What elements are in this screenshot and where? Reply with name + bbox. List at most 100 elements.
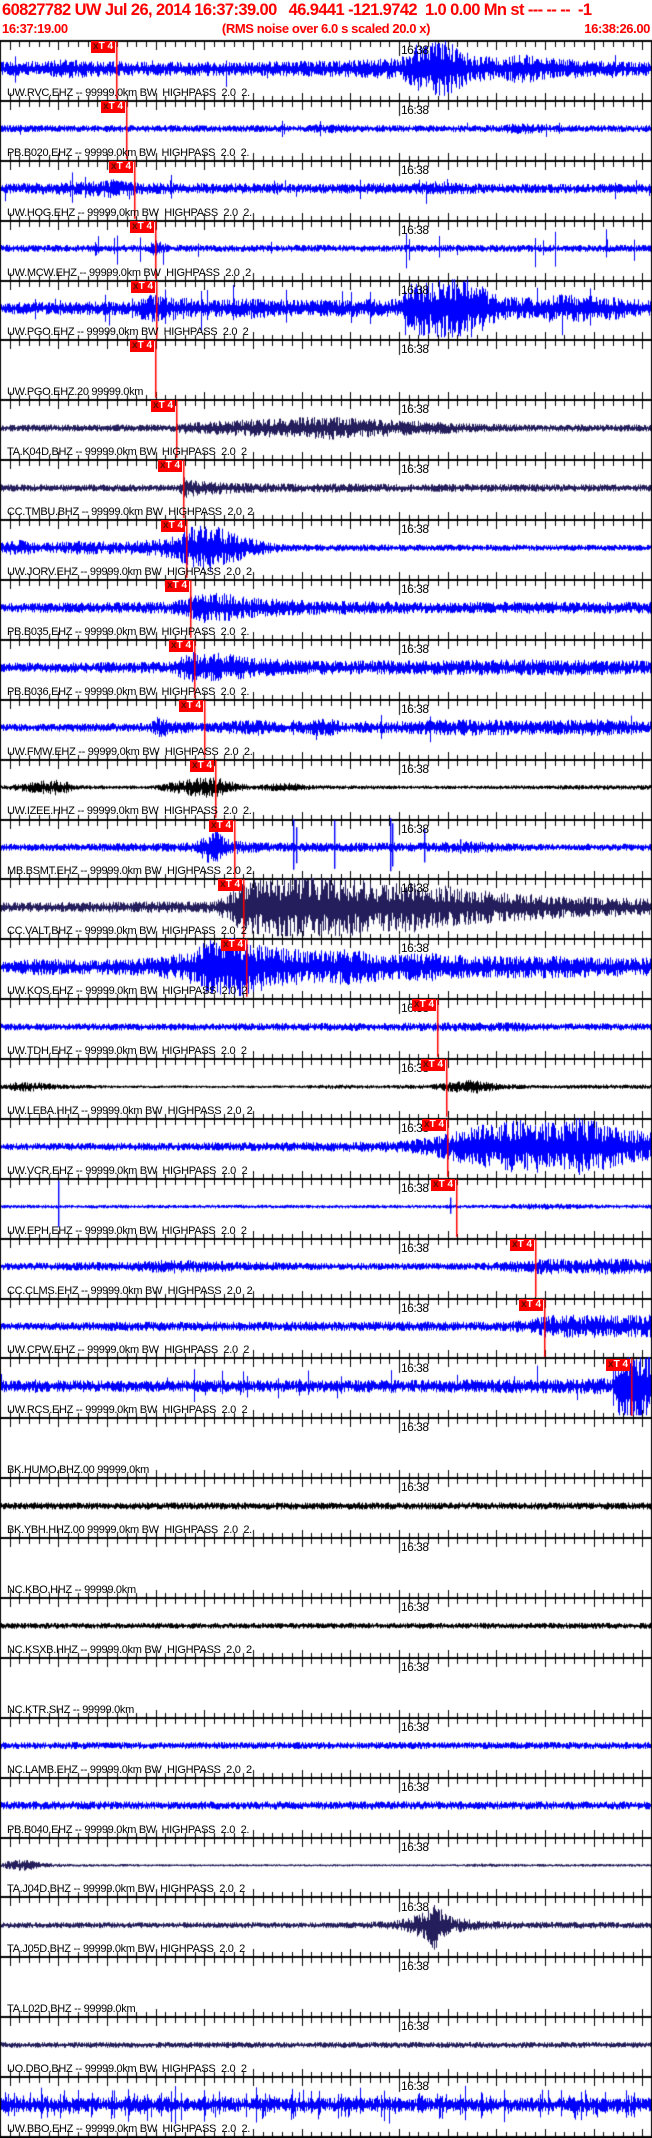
trace-row[interactable]: 16:38 UW.EPH.EHZ -- 99999.0km BW HIGHPASS… — [0, 1178, 652, 1238]
trace-row[interactable]: 16:38 NC.KBO.HHZ -- 99999.0km — [0, 1537, 652, 1597]
trace-row[interactable]: 16:38 CC.CLMS.EHZ -- 99999.0km BW HIGHPAS… — [0, 1238, 652, 1298]
station-label: BK.YBH.HHZ.00 99999.0km BW HIGHPASS 2.0 … — [7, 1524, 252, 1537]
station-label: PB.B035.EHZ -- 99999.0km BW HIGHPASS 2.0… — [7, 625, 250, 638]
trace-row[interactable]: 16:38 UW.VCR.EHZ -- 99999.0km BW HIGHPASS… — [0, 1118, 652, 1178]
trace-row[interactable]: 16:38 CC.TMBU.BHZ -- 99999.0km BW HIGHPAS… — [0, 459, 652, 519]
station-label: UW.IZEE.HHZ -- 99999.0km BW HIGHPASS 2.0… — [7, 805, 252, 818]
trace-row[interactable]: 16:38 BK.YBH.HHZ.00 99999.0km BW HIGHPASS… — [0, 1477, 652, 1537]
pick-flag-prefix: x — [167, 580, 173, 591]
station-label: UW.BBO.EHZ -- 99999.0km BW HIGHPASS 2.0 … — [7, 2122, 251, 2135]
event-summary-header: 60827782 UW Jul 26, 2014 16:37:39.00 46.… — [2, 1, 592, 19]
pick-flag[interactable]: xT 4 — [109, 160, 134, 173]
pick-flag[interactable]: xT 4 — [158, 460, 183, 473]
trace-row[interactable]: 16:38 UW.IZEE.HHZ -- 99999.0km BW HIGHPAS… — [0, 759, 652, 819]
trace-row[interactable]: 16:38 TA.L02D.BHZ -- 99999.0km — [0, 1956, 652, 2016]
pick-flag[interactable]: xT 4 — [101, 100, 126, 113]
trace-row[interactable]: 16:38 NC.KTR.SHZ -- 99999.0km — [0, 1657, 652, 1717]
trace-row[interactable]: 16:38 NC.LAMB.EHZ -- 99999.0km BW HIGHPAS… — [0, 1717, 652, 1777]
pick-flag[interactable]: xT 4 — [151, 400, 176, 413]
pick-flag[interactable]: xT 4 — [179, 699, 204, 712]
pick-flag-label: T 4 — [116, 160, 132, 172]
pick-flag[interactable]: xT 4 — [422, 1118, 447, 1131]
pick-flag[interactable]: xT 4 — [190, 759, 215, 772]
minute-label: 16:38 — [401, 2079, 429, 2094]
pick-flag[interactable]: xT 4 — [91, 41, 116, 53]
pick-flag-prefix: x — [133, 280, 139, 292]
pick-flag-prefix: x — [211, 819, 217, 831]
pick-flag[interactable]: xT 4 — [218, 879, 243, 892]
pick-flag-prefix: x — [521, 1298, 527, 1310]
pick-flag-label: T 4 — [137, 340, 153, 352]
trace-row[interactable]: 16:38 TA.J05D.BHZ -- 99999.0km BW HIGHPAS… — [0, 1897, 652, 1957]
station-label: UW.TDH.EHZ -- 99999.0km BW HIGHPASS 2.0 … — [7, 1045, 247, 1058]
station-label: PB.B020.EHZ -- 99999.0km BW HIGHPASS 2.0… — [7, 146, 250, 159]
pick-flag-prefix: x — [512, 1238, 518, 1250]
pick-flag-prefix: x — [181, 699, 187, 711]
trace-row[interactable]: 16:38 UW.PGO.EHZ.20 99999.0km xT 4 — [0, 339, 652, 399]
pick-flag[interactable]: xT 4 — [510, 1238, 535, 1251]
pick-flag-prefix: x — [93, 41, 99, 52]
pick-flag[interactable]: xT 4 — [161, 520, 186, 533]
pick-flag-label: T 4 — [419, 999, 435, 1011]
trace-row[interactable]: 16:38 TA.J04D.BHZ -- 99999.0km BW HIGHPAS… — [0, 1837, 652, 1897]
trace-row[interactable]: 16:38 UW.HOG.EHZ -- 99999.0km BW HIGHPASS… — [0, 160, 652, 220]
pick-flag[interactable]: xT 4 — [221, 939, 246, 952]
trace-row[interactable]: 16:38 UW.RVC.EHZ -- 99999.0km BW HIGHPASS… — [0, 40, 652, 100]
pick-flag-prefix: x — [132, 340, 138, 352]
trace-row[interactable]: 16:38 UW.MCW.EHZ -- 99999.0km BW HIGHPASS… — [0, 220, 652, 280]
pick-flag-prefix: x — [132, 220, 138, 232]
trace-row[interactable]: 16:38 UW.KOS.EHZ -- 99999.0km BW HIGHPASS… — [0, 938, 652, 998]
pick-flag[interactable]: xT 4 — [421, 1059, 446, 1072]
pick-flag[interactable]: xT 4 — [606, 1358, 631, 1371]
minute-label: 16:38 — [401, 1360, 429, 1375]
trace-row[interactable]: 16:38 PB.B040.EHZ -- 99999.0km BW HIGHPAS… — [0, 1777, 652, 1837]
trace-row[interactable]: 16:38 PB.B020.EHZ -- 99999.0km BW HIGHPAS… — [0, 100, 652, 160]
trace-row[interactable]: 16:38 UW.LEBA.HHZ -- 99999.0km BW HIGHPAS… — [0, 1058, 652, 1118]
trace-row[interactable]: 16:38 NC.KSXB.HHZ -- 99999.0km BW HIGHPAS… — [0, 1597, 652, 1657]
pick-flag[interactable]: xT 4 — [519, 1298, 544, 1311]
station-label: TA.L02D.BHZ -- 99999.0km — [7, 2003, 136, 2016]
station-label: TA.K04D.BHZ -- 99999.0km BW HIGHPASS 2.0… — [7, 446, 247, 459]
minute-label: 16:38 — [401, 1540, 429, 1555]
minute-label: 16:38 — [401, 402, 429, 417]
trace-row[interactable]: 16:38 UW.JORV.EHZ -- 99999.0km BW HIGHPAS… — [0, 519, 652, 579]
minute-label: 16:38 — [401, 282, 429, 297]
pick-flag-prefix: x — [424, 1118, 430, 1130]
station-label: UO.DBO.BHZ -- 99999.0km BW HIGHPASS 2.0 … — [7, 2063, 247, 2076]
trace-row[interactable]: 16:38 UW.CPW.EHZ -- 99999.0km BW HIGHPASS… — [0, 1298, 652, 1358]
station-label: NC.KTR.SHZ -- 99999.0km — [7, 1703, 134, 1716]
pick-flag[interactable]: xT 4 — [131, 280, 156, 293]
minute-label: 16:38 — [401, 582, 429, 596]
trace-row[interactable]: 16:38 UW.RCS.EHZ -- 99999.0km BW HIGHPASS… — [0, 1358, 652, 1418]
trace-row[interactable]: 16:38 UW.FMW.EHZ -- 99999.0km BW HIGHPASS… — [0, 699, 652, 759]
trace-row[interactable]: 16:38 PB.B035.EHZ -- 99999.0km BW HIGHPAS… — [0, 579, 652, 639]
pick-flag[interactable]: xT 4 — [165, 580, 190, 592]
pick-flag[interactable]: xT 4 — [431, 1178, 456, 1191]
pick-flag[interactable]: xT 4 — [209, 819, 234, 832]
station-label: PB.B040.EHZ -- 99999.0km BW HIGHPASS 2.0… — [7, 1823, 250, 1836]
pick-flag[interactable]: xT 4 — [169, 639, 194, 652]
pick-flag-prefix: x — [433, 1178, 439, 1190]
station-label: UW.RCS.EHZ -- 99999.0km BW HIGHPASS 2.0 … — [7, 1404, 248, 1417]
trace-row[interactable]: 16:38 BK.HUMO.BHZ.00 99999.0km — [0, 1417, 652, 1477]
station-label: CC.VALT.BHZ -- 99999.0km BW HIGHPASS 2.0… — [7, 925, 247, 938]
minute-label: 16:38 — [401, 1659, 429, 1674]
pick-flag[interactable]: xT 4 — [130, 220, 155, 233]
trace-row[interactable]: 16:38 UW.BBO.EHZ -- 99999.0km BW HIGHPASS… — [0, 2076, 652, 2136]
minute-label: 16:38 — [401, 102, 429, 117]
pick-flag[interactable]: xT 4 — [130, 340, 155, 353]
trace-row[interactable]: 16:38 MB.BSMT.EHZ -- 99999.0km BW HIGHPAS… — [0, 819, 652, 879]
trace-row[interactable]: 16:38 TA.K04D.BHZ -- 99999.0km BW HIGHPAS… — [0, 399, 652, 459]
trace-row[interactable]: 16:38 PB.B036.EHZ -- 99999.0km BW HIGHPAS… — [0, 639, 652, 699]
station-label: CC.TMBU.BHZ -- 99999.0km BW HIGHPASS 2.0… — [7, 506, 254, 519]
pick-flag[interactable]: xT 4 — [412, 999, 437, 1012]
minute-label: 16:38 — [401, 2019, 429, 2034]
trace-row[interactable]: 16:38 UW.PGO.EHZ -- 99999.0km BW HIGHPASS… — [0, 280, 652, 340]
station-label: PB.B036.EHZ -- 99999.0km BW HIGHPASS 2.0… — [7, 685, 250, 698]
pick-flag-prefix: x — [608, 1358, 614, 1370]
trace-row[interactable]: 16:38 CC.VALT.BHZ -- 99999.0km BW HIGHPAS… — [0, 878, 652, 938]
pick-flag-label: T 4 — [526, 1298, 542, 1310]
trace-row[interactable]: 16:38 UO.DBO.BHZ -- 99999.0km BW HIGHPASS… — [0, 2016, 652, 2076]
